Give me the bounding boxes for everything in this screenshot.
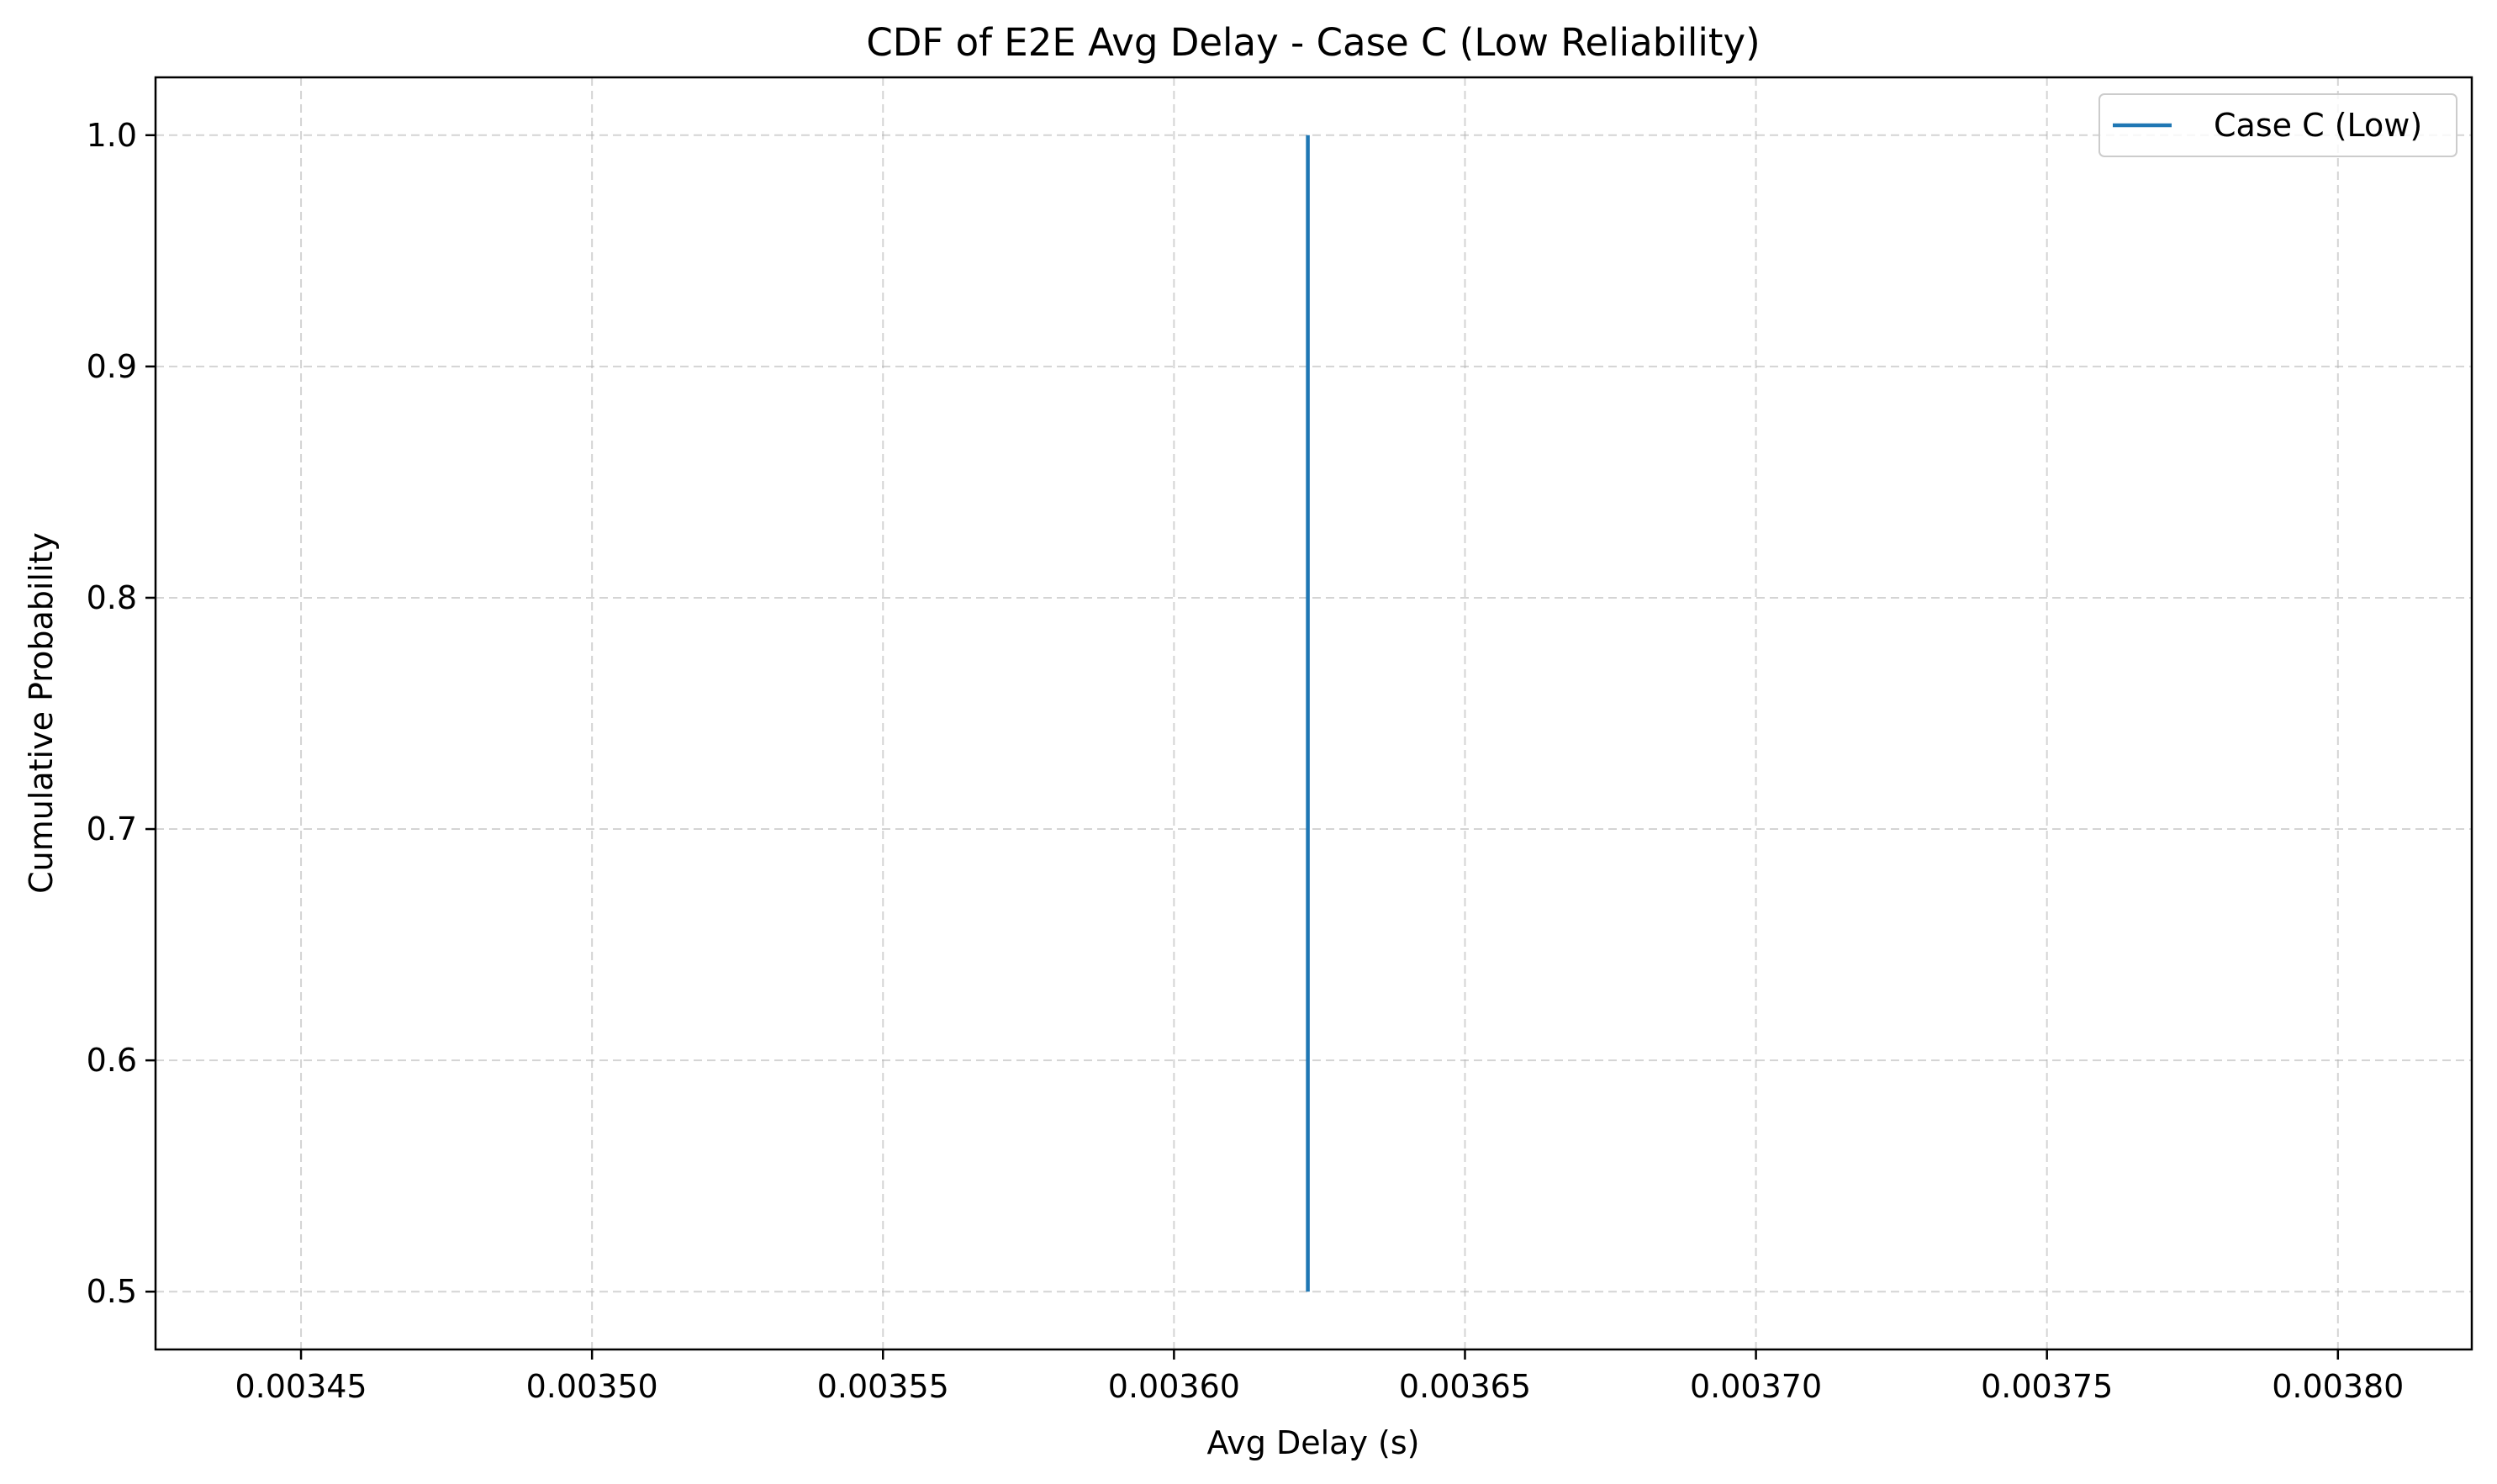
y-axis-ticks: 0.5 0.6 0.7 0.8 0.9 1.0 <box>87 117 156 1310</box>
x-tick-label: 0.00365 <box>1399 1368 1531 1405</box>
chart-title: CDF of E2E Avg Delay - Case C (Low Relia… <box>866 20 1760 65</box>
y-axis-label: Cumulative Probability <box>23 532 60 894</box>
legend-label-case-c-low: Case C (Low) <box>2214 107 2422 144</box>
y-tick-label: 0.9 <box>87 348 137 385</box>
grid-lines <box>156 77 2472 1349</box>
y-tick-label: 0.6 <box>87 1042 137 1079</box>
legend: Case C (Low) <box>2098 93 2457 157</box>
y-tick-label: 0.5 <box>87 1273 137 1310</box>
x-tick-label: 0.00345 <box>235 1368 367 1405</box>
x-tick-label: 0.00350 <box>526 1368 658 1405</box>
legend-box <box>2098 93 2457 157</box>
x-tick-label: 0.00370 <box>1690 1368 1822 1405</box>
y-tick-label: 0.7 <box>87 811 137 848</box>
x-tick-label: 0.00380 <box>2272 1368 2404 1405</box>
y-tick-label: 1.0 <box>87 117 137 154</box>
y-tick-label: 0.8 <box>87 579 137 616</box>
x-tick-label: 0.00360 <box>1108 1368 1240 1405</box>
x-tick-label: 0.00355 <box>817 1368 949 1405</box>
x-axis-ticks: 0.00345 0.00350 0.00355 0.00360 0.00365 0.003… <box>235 1349 2404 1405</box>
x-axis-label: Avg Delay (s) <box>1207 1424 1420 1461</box>
plot-frame <box>154 76 2473 1351</box>
x-tick-label: 0.00375 <box>1981 1368 2113 1405</box>
